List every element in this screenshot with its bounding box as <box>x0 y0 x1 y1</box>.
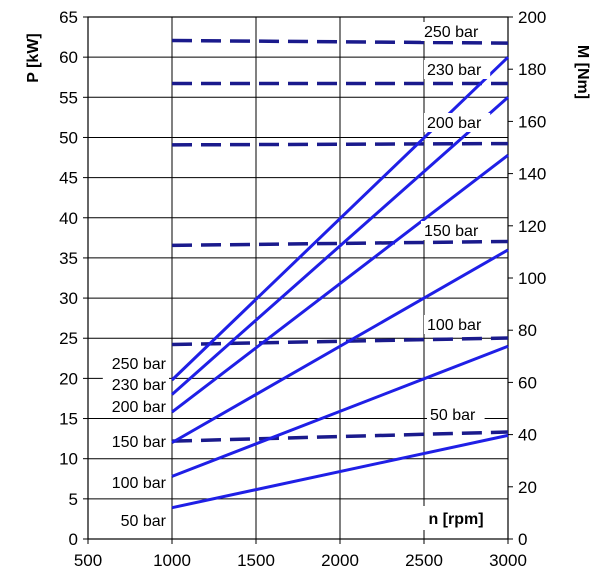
torque-label-150-bar: 150 bar <box>424 223 479 240</box>
y-left-tick-label: 20 <box>59 369 78 388</box>
y-right-tick-label: 40 <box>518 426 537 445</box>
y-left-tick-label: 10 <box>59 450 78 469</box>
power-label-230-bar-background <box>102 375 169 394</box>
y-left-tick-label: 45 <box>59 169 78 188</box>
power-label-230-bar: 230 bar <box>112 377 167 394</box>
y-right-tick-label: 60 <box>518 373 537 392</box>
torque-label-230-bar-background <box>424 60 491 79</box>
power-line-250-bar <box>170 56 510 382</box>
power-label-250-bar-background <box>102 354 169 373</box>
y-left-tick-label: 65 <box>59 8 78 27</box>
y-right-tick-label: 180 <box>518 60 546 79</box>
power-line-50-bar <box>171 433 509 510</box>
torque-label-50-bar: 50 bar <box>430 407 476 424</box>
y-right-tick-label: 80 <box>518 321 537 340</box>
y-left-tick-label: 0 <box>69 530 78 549</box>
y-left-axis-title: P [kW] <box>25 33 42 82</box>
x-axis-title-background <box>415 506 497 530</box>
torque-line-150-bar <box>171 239 509 248</box>
power-line-100-bar <box>171 344 509 478</box>
tick-labels: 0 5 10 15 20 25 30 35 40 45 50 55 60 65 0 20 40 60 80 100 12… <box>59 8 546 570</box>
torque-label-250-bar: 250 bar <box>424 24 479 41</box>
torque-label-200-bar: 200 bar <box>427 115 482 132</box>
y-left-tick-label: 5 <box>69 490 78 509</box>
power-label-150-bar: 150 bar <box>112 434 167 451</box>
power-label-250-bar: 250 bar <box>112 356 167 373</box>
power-label-100-bar: 100 bar <box>112 475 167 492</box>
power-line-150-bar <box>171 248 509 444</box>
power-label-50-bar: 50 bar <box>121 513 167 530</box>
y-left-tick-label: 35 <box>59 249 78 268</box>
x-tick-label: 2500 <box>405 551 443 570</box>
y-left-tick-label: 50 <box>59 128 78 147</box>
torque-label-100-bar: 100 bar <box>427 317 482 334</box>
x-tick-label: 1000 <box>153 551 191 570</box>
series-labels: 250 bar 230 bar 200 bar 150 bar 100 bar 50 ba… <box>102 22 491 530</box>
y-right-tick-label: 120 <box>518 217 546 236</box>
plot-frame <box>87 16 509 540</box>
torque-line-200-bar <box>171 141 509 147</box>
grid <box>83 16 513 544</box>
y-left-tick-label: 55 <box>59 88 78 107</box>
y-right-tick-label: 140 <box>518 165 546 184</box>
torque-label-230-bar: 230 bar <box>427 62 482 79</box>
y-right-tick-label: 100 <box>518 269 546 288</box>
power-line-200-bar <box>171 153 509 414</box>
x-tick-label: 3000 <box>489 551 527 570</box>
y-right-axis-title: M [Nm] <box>574 45 591 99</box>
torque-line-250-bar <box>171 38 509 45</box>
x-tick-label: 2000 <box>321 551 359 570</box>
power-label-100-bar-background <box>102 473 169 492</box>
y-left-tick-label: 60 <box>59 48 78 67</box>
y-left-tick-label: 15 <box>59 410 78 429</box>
series-lines <box>170 38 510 510</box>
y-right-tick-label: 20 <box>518 478 537 497</box>
y-right-tick-label: 200 <box>518 8 546 27</box>
torque-label-150-bar-background <box>421 221 488 240</box>
power-label-200-bar-background <box>102 397 169 416</box>
y-left-tick-label: 40 <box>59 209 78 228</box>
torque-label-100-bar-background <box>424 315 491 334</box>
x-tick-label: 500 <box>74 551 102 570</box>
x-tick-label: 1500 <box>237 551 275 570</box>
torque-label-250-bar-background <box>421 22 488 41</box>
x-axis-title: n [rpm] <box>428 511 483 528</box>
torque-label-200-bar-background <box>424 113 491 132</box>
power-label-150-bar-background <box>102 432 169 451</box>
power-line-230-bar <box>171 96 509 396</box>
torque-line-100-bar <box>171 336 509 347</box>
y-right-tick-label: 160 <box>518 112 546 131</box>
torque-label-50-bar-background <box>427 405 485 424</box>
y-right-tick-label: 0 <box>518 530 527 549</box>
y-left-tick-label: 25 <box>59 329 78 348</box>
torque-line-50-bar <box>171 430 509 443</box>
power-label-200-bar: 200 bar <box>112 399 167 416</box>
y-left-tick-label: 30 <box>59 289 78 308</box>
power-label-50-bar-background <box>111 511 169 530</box>
